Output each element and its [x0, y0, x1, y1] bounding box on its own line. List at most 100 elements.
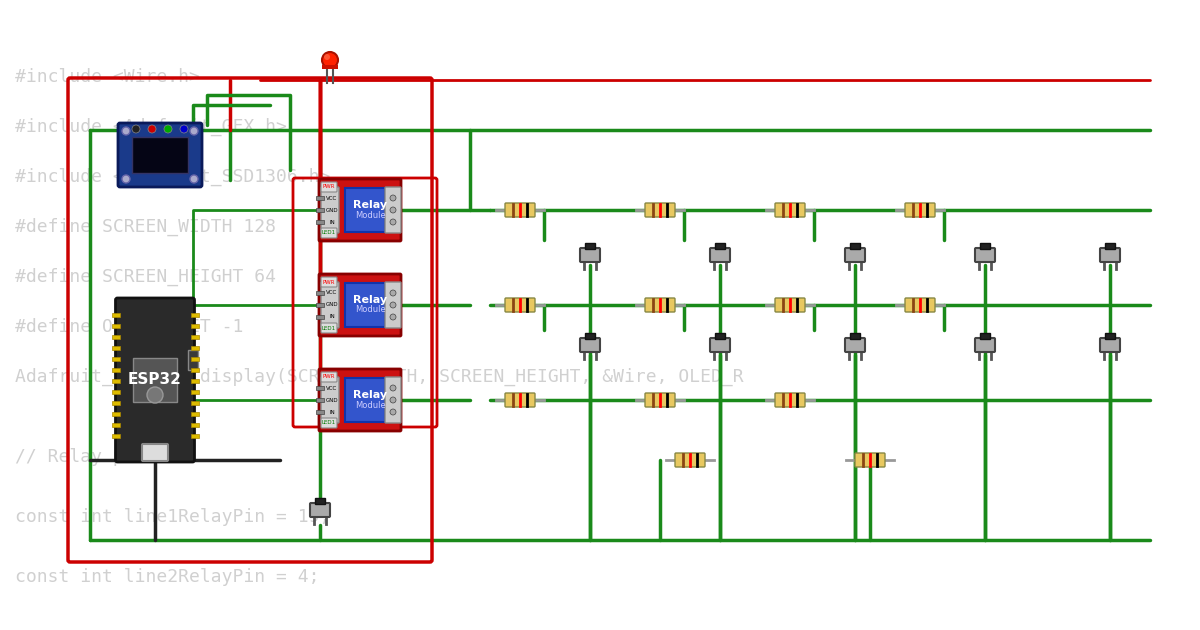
Bar	[191, 434, 198, 438]
FancyBboxPatch shape	[580, 248, 600, 262]
Bar	[316, 303, 324, 307]
Text: LED1: LED1	[322, 326, 336, 331]
Bar	[191, 401, 198, 405]
FancyBboxPatch shape	[322, 372, 337, 382]
Text: VCC: VCC	[326, 290, 337, 295]
Text: #define OLED_RESET -1: #define OLED_RESET -1	[14, 318, 244, 336]
Bar	[133, 358, 178, 402]
Text: Relay: Relay	[353, 295, 388, 305]
Circle shape	[324, 54, 330, 60]
Circle shape	[390, 207, 396, 213]
Bar	[112, 379, 120, 383]
Circle shape	[390, 302, 396, 308]
FancyBboxPatch shape	[385, 187, 401, 233]
Text: LED1: LED1	[322, 420, 336, 425]
FancyBboxPatch shape	[646, 298, 674, 312]
Bar	[187, 350, 198, 370]
Text: #include <Adafruit_GFX.h>: #include <Adafruit_GFX.h>	[14, 118, 287, 136]
Circle shape	[148, 387, 163, 403]
Bar	[112, 423, 120, 427]
Text: PWR: PWR	[323, 185, 335, 190]
Bar	[112, 434, 120, 438]
Text: const int line2RelayPin = 4;: const int line2RelayPin = 4;	[14, 568, 319, 586]
Text: PWR: PWR	[323, 374, 335, 379]
FancyBboxPatch shape	[905, 298, 935, 312]
Bar	[191, 423, 198, 427]
FancyBboxPatch shape	[710, 248, 730, 262]
FancyBboxPatch shape	[322, 418, 337, 428]
Text: Module: Module	[355, 306, 385, 314]
Bar	[586, 243, 595, 249]
Bar	[316, 220, 324, 224]
FancyBboxPatch shape	[385, 377, 401, 423]
Bar	[191, 390, 198, 394]
Circle shape	[390, 409, 396, 415]
FancyBboxPatch shape	[775, 393, 805, 407]
Bar	[112, 324, 120, 328]
Bar	[850, 333, 860, 339]
Text: IN: IN	[329, 410, 335, 415]
Bar	[316, 410, 324, 414]
Circle shape	[122, 127, 130, 135]
FancyBboxPatch shape	[505, 393, 535, 407]
Text: #define SCREEN_HEIGHT 64: #define SCREEN_HEIGHT 64	[14, 268, 276, 286]
Text: #include <Adafruit_SSD1306.h>: #include <Adafruit_SSD1306.h>	[14, 168, 330, 186]
Text: ESP32: ESP32	[128, 372, 182, 387]
Bar	[980, 333, 990, 339]
Text: Relay: Relay	[353, 200, 388, 210]
FancyBboxPatch shape	[322, 182, 337, 192]
FancyBboxPatch shape	[319, 369, 401, 431]
Text: GND: GND	[325, 302, 338, 307]
Text: GND: GND	[325, 207, 338, 212]
Circle shape	[390, 219, 396, 225]
FancyBboxPatch shape	[905, 203, 935, 217]
FancyBboxPatch shape	[674, 453, 706, 467]
Bar	[112, 390, 120, 394]
Bar	[715, 243, 725, 249]
Text: Relay: Relay	[353, 390, 388, 400]
Bar	[316, 208, 324, 212]
FancyBboxPatch shape	[974, 248, 995, 262]
FancyBboxPatch shape	[646, 393, 674, 407]
Bar	[191, 313, 198, 317]
FancyBboxPatch shape	[322, 187, 340, 233]
FancyBboxPatch shape	[505, 203, 535, 217]
Bar	[191, 412, 198, 416]
Circle shape	[190, 175, 198, 183]
Text: Module: Module	[355, 401, 385, 410]
FancyBboxPatch shape	[319, 274, 401, 336]
FancyBboxPatch shape	[322, 228, 337, 238]
Bar	[316, 291, 324, 295]
Circle shape	[390, 195, 396, 201]
FancyBboxPatch shape	[322, 323, 337, 333]
Circle shape	[180, 125, 188, 133]
FancyBboxPatch shape	[580, 338, 600, 352]
Bar	[316, 386, 324, 390]
FancyBboxPatch shape	[118, 123, 202, 187]
Text: LED1: LED1	[322, 231, 336, 236]
Text: #include <Wire.h>: #include <Wire.h>	[14, 68, 200, 86]
Bar	[316, 398, 324, 402]
Bar	[112, 401, 120, 405]
Bar	[850, 243, 860, 249]
FancyBboxPatch shape	[775, 203, 805, 217]
Text: PWR: PWR	[323, 280, 335, 285]
Bar	[346, 283, 385, 327]
Bar	[112, 368, 120, 372]
Circle shape	[122, 175, 130, 183]
Bar	[322, 65, 338, 69]
Bar	[316, 315, 324, 319]
Circle shape	[390, 314, 396, 320]
Circle shape	[390, 290, 396, 296]
Circle shape	[390, 397, 396, 403]
Text: VCC: VCC	[326, 195, 337, 200]
Bar	[586, 333, 595, 339]
FancyBboxPatch shape	[775, 298, 805, 312]
FancyBboxPatch shape	[710, 338, 730, 352]
Text: Module: Module	[355, 210, 385, 219]
FancyBboxPatch shape	[505, 298, 535, 312]
Text: IN: IN	[329, 219, 335, 224]
Bar	[980, 243, 990, 249]
Circle shape	[190, 127, 198, 135]
Bar	[112, 335, 120, 339]
